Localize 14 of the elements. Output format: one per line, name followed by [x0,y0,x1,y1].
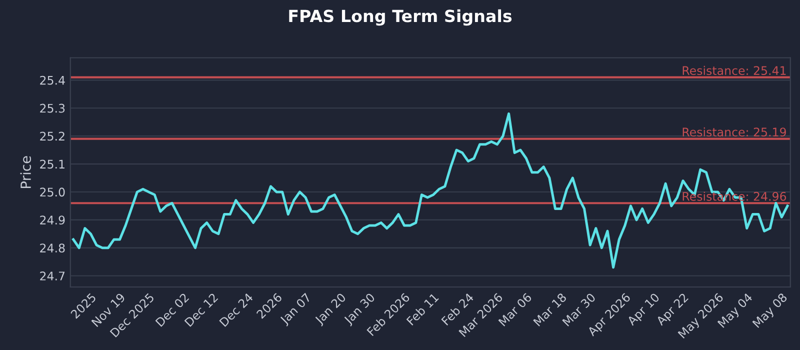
ref-line-label: Resistance: 25.19 [682,127,786,137]
line-series [72,112,789,269]
x-tick-label: Dec 24 [219,292,254,327]
y-tick-label: 25.3 [40,104,65,113]
y-tick-label: 25.2 [40,132,64,141]
y-axis-title: Price [20,156,32,188]
y-tick-label: 25.1 [40,160,64,169]
ref-line-label: Resistance: 25.41 [682,66,786,76]
chart-title: FPAS Long Term Signals [289,9,512,26]
y-tick-label: 24.9 [40,216,65,225]
y-tick-label: 24.7 [40,272,65,280]
y-tick-label: 24.8 [40,244,65,253]
y-tick-label: 25.4 [40,76,65,85]
y-tick-label: 25.0 [40,188,65,197]
